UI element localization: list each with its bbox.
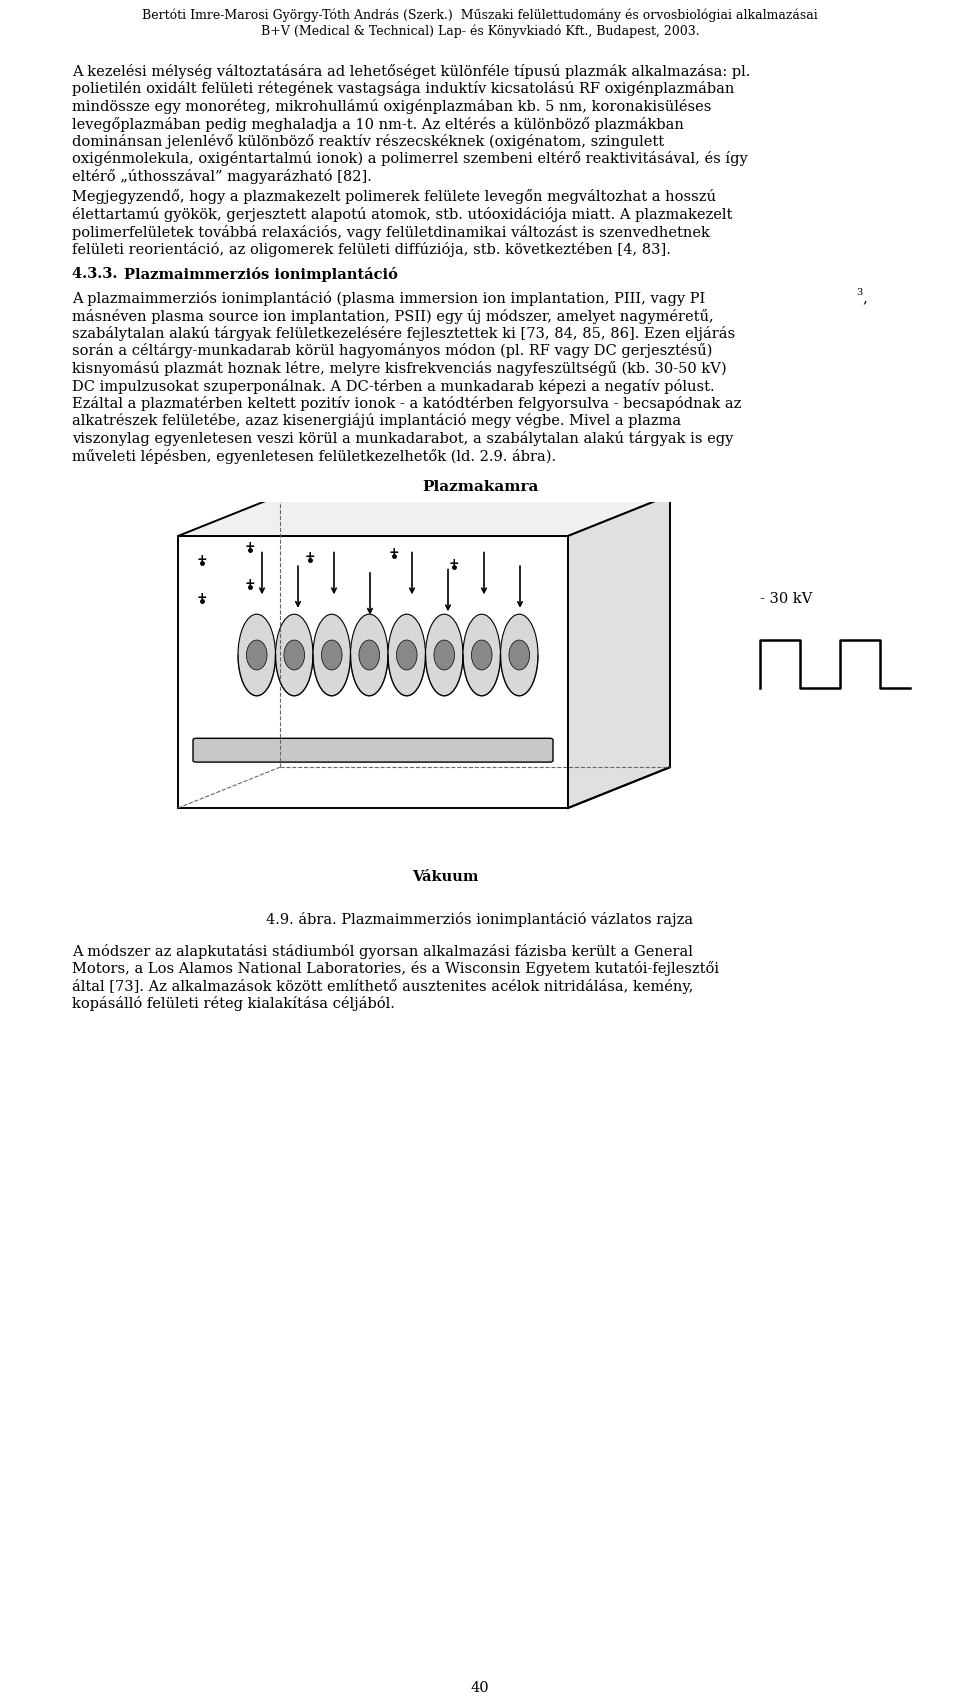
Ellipse shape	[284, 640, 304, 669]
Text: Bertóti Imre-Marosi György-Tóth András (Szerk.)  Műszaki felülettudomány és orvo: Bertóti Imre-Marosi György-Tóth András (…	[142, 9, 818, 22]
Ellipse shape	[350, 615, 388, 696]
Text: A módszer az alapkutatási stádiumból gyorsan alkalmazási fázisba került a Genera: A módszer az alapkutatási stádiumból gyo…	[72, 944, 693, 959]
Ellipse shape	[322, 640, 342, 669]
Text: Vákuum: Vákuum	[412, 871, 478, 884]
Text: dominánsan jelenlévő különböző reaktív részecskéknek (oxigénatom, szingulett: dominánsan jelenlévő különböző reaktív r…	[72, 135, 664, 149]
Text: Ezáltal a plazmatérben keltett pozitív ionok - a katódtérben felgyorsulva - becs: Ezáltal a plazmatérben keltett pozitív i…	[72, 396, 741, 411]
Text: élettartamú gyökök, gerjesztett alapotú atomok, stb. utóoxidációja miatt. A plaz: élettartamú gyökök, gerjesztett alapotú …	[72, 207, 732, 222]
Text: polimerfelületek továbbá relaxációs, vagy felületdinamikai változást is szenvedh: polimerfelületek továbbá relaxációs, vag…	[72, 225, 709, 239]
Text: - 30 kV: - 30 kV	[760, 592, 812, 606]
Text: Motors, a Los Alamos National Laboratories, és a Wisconsin Egyetem kutatói-fejle: Motors, a Los Alamos National Laboratori…	[72, 961, 719, 976]
Text: A kezelési mélység változtatására ad lehetőséget különféle típusú plazmák alkalm: A kezelési mélység változtatására ad leh…	[72, 63, 751, 79]
Text: 3: 3	[856, 288, 862, 297]
Text: során a céltárgy-munkadarab körül hagyományos módon (pl. RF vagy DC gerjesztésű): során a céltárgy-munkadarab körül hagyom…	[72, 343, 712, 358]
Text: A plazmaimmerziós ionimplantáció (plasma immersion ion implantation, PIII, vagy : A plazmaimmerziós ionimplantáció (plasma…	[72, 290, 706, 306]
Ellipse shape	[463, 615, 500, 696]
Ellipse shape	[509, 640, 530, 669]
Text: ,: ,	[862, 290, 867, 306]
FancyBboxPatch shape	[193, 739, 553, 761]
Text: oxigénmolekula, oxigéntartalmú ionok) a polimerrel szembeni eltérő reaktivitásáv: oxigénmolekula, oxigéntartalmú ionok) a …	[72, 152, 748, 167]
Text: +: +	[389, 546, 399, 560]
Text: DC impulzusokat szuperponálnak. A DC-térben a munkadarab képezi a negatív pólust: DC impulzusokat szuperponálnak. A DC-tér…	[72, 379, 714, 394]
Ellipse shape	[396, 640, 417, 669]
Text: +: +	[197, 553, 207, 567]
Text: +: +	[304, 550, 315, 563]
Text: 40: 40	[470, 1681, 490, 1695]
Text: 4.3.3.: 4.3.3.	[72, 268, 123, 282]
Polygon shape	[568, 495, 670, 807]
Ellipse shape	[238, 615, 276, 696]
Ellipse shape	[359, 640, 379, 669]
Text: Megjegyzendő, hogy a plazmakezelt polimerek felülete levegőn megváltozhat a hoss: Megjegyzendő, hogy a plazmakezelt polime…	[72, 189, 716, 205]
Text: +: +	[197, 591, 207, 604]
Text: B+V (Medical & Technical) Lap- és Könyvkiadó Kft., Budapest, 2003.: B+V (Medical & Technical) Lap- és Könyvk…	[261, 24, 699, 38]
Text: levegőplazmában pedig meghaladja a 10 nm-t. Az eltérés a különböző plazmákban: levegőplazmában pedig meghaladja a 10 nm…	[72, 116, 684, 131]
Text: szabálytalan alakú tárgyak felületkezelésére fejlesztettek ki [73, 84, 85, 86]. : szabálytalan alakú tárgyak felületkezelé…	[72, 326, 735, 341]
Text: felületi reorientáció, az oligomerek felületi diffúziója, stb. következtében [4,: felületi reorientáció, az oligomerek fel…	[72, 242, 671, 258]
Text: viszonylag egyenletesen veszi körül a munkadarabot, a szabálytalan alakú tárgyak: viszonylag egyenletesen veszi körül a mu…	[72, 430, 733, 446]
Text: Plazmaimmerziós ionimplantáció: Plazmaimmerziós ionimplantáció	[124, 268, 397, 282]
Text: +: +	[448, 556, 459, 570]
Text: Plazmakamra: Plazmakamra	[421, 480, 539, 493]
Text: által [73]. Az alkalmazások között említhető ausztenites acélok nitridálása, kem: által [73]. Az alkalmazások között említ…	[72, 980, 693, 993]
Ellipse shape	[247, 640, 267, 669]
Ellipse shape	[276, 615, 313, 696]
Text: alkatrészek felületébe, azaz kisenergiájú implantáció megy végbe. Mivel a plazma: alkatrészek felületébe, azaz kisenergiáj…	[72, 413, 682, 428]
Polygon shape	[178, 495, 670, 536]
Text: +: +	[245, 577, 255, 591]
Ellipse shape	[313, 615, 350, 696]
Text: 4.9. ábra. Plazmaimmerziós ionimplantáció vázlatos rajza: 4.9. ábra. Plazmaimmerziós ionimplantáci…	[267, 912, 693, 927]
Text: eltérő „úthosszával” magyarázható [82].: eltérő „úthosszával” magyarázható [82].	[72, 169, 372, 184]
Text: polietilén oxidált felületi rétegének vastagsága induktív kicsatolású RF oxigénp: polietilén oxidált felületi rétegének va…	[72, 82, 734, 97]
Text: műveleti lépésben, egyenletesen felületkezelhetők (ld. 2.9. ábra).: műveleti lépésben, egyenletesen felületk…	[72, 449, 556, 464]
Ellipse shape	[471, 640, 492, 669]
Text: kopásálló felületi réteg kialakítása céljából.: kopásálló felületi réteg kialakítása cél…	[72, 997, 395, 1012]
Text: mindössze egy monoréteg, mikrohullámú oxigénplazmában kb. 5 nm, koronakisüléses: mindössze egy monoréteg, mikrohullámú ox…	[72, 99, 711, 114]
Ellipse shape	[500, 615, 538, 696]
Ellipse shape	[434, 640, 455, 669]
Text: +: +	[245, 539, 255, 553]
Ellipse shape	[425, 615, 463, 696]
Ellipse shape	[388, 615, 425, 696]
Text: másnéven plasma source ion implantation, PSII) egy új módszer, amelyet nagyméret: másnéven plasma source ion implantation,…	[72, 309, 713, 324]
Text: kisnyomású plazmát hoznak létre, melyre kisfrekvenciás nagyfeszültségű (kb. 30-5: kisnyomású plazmát hoznak létre, melyre …	[72, 360, 727, 376]
